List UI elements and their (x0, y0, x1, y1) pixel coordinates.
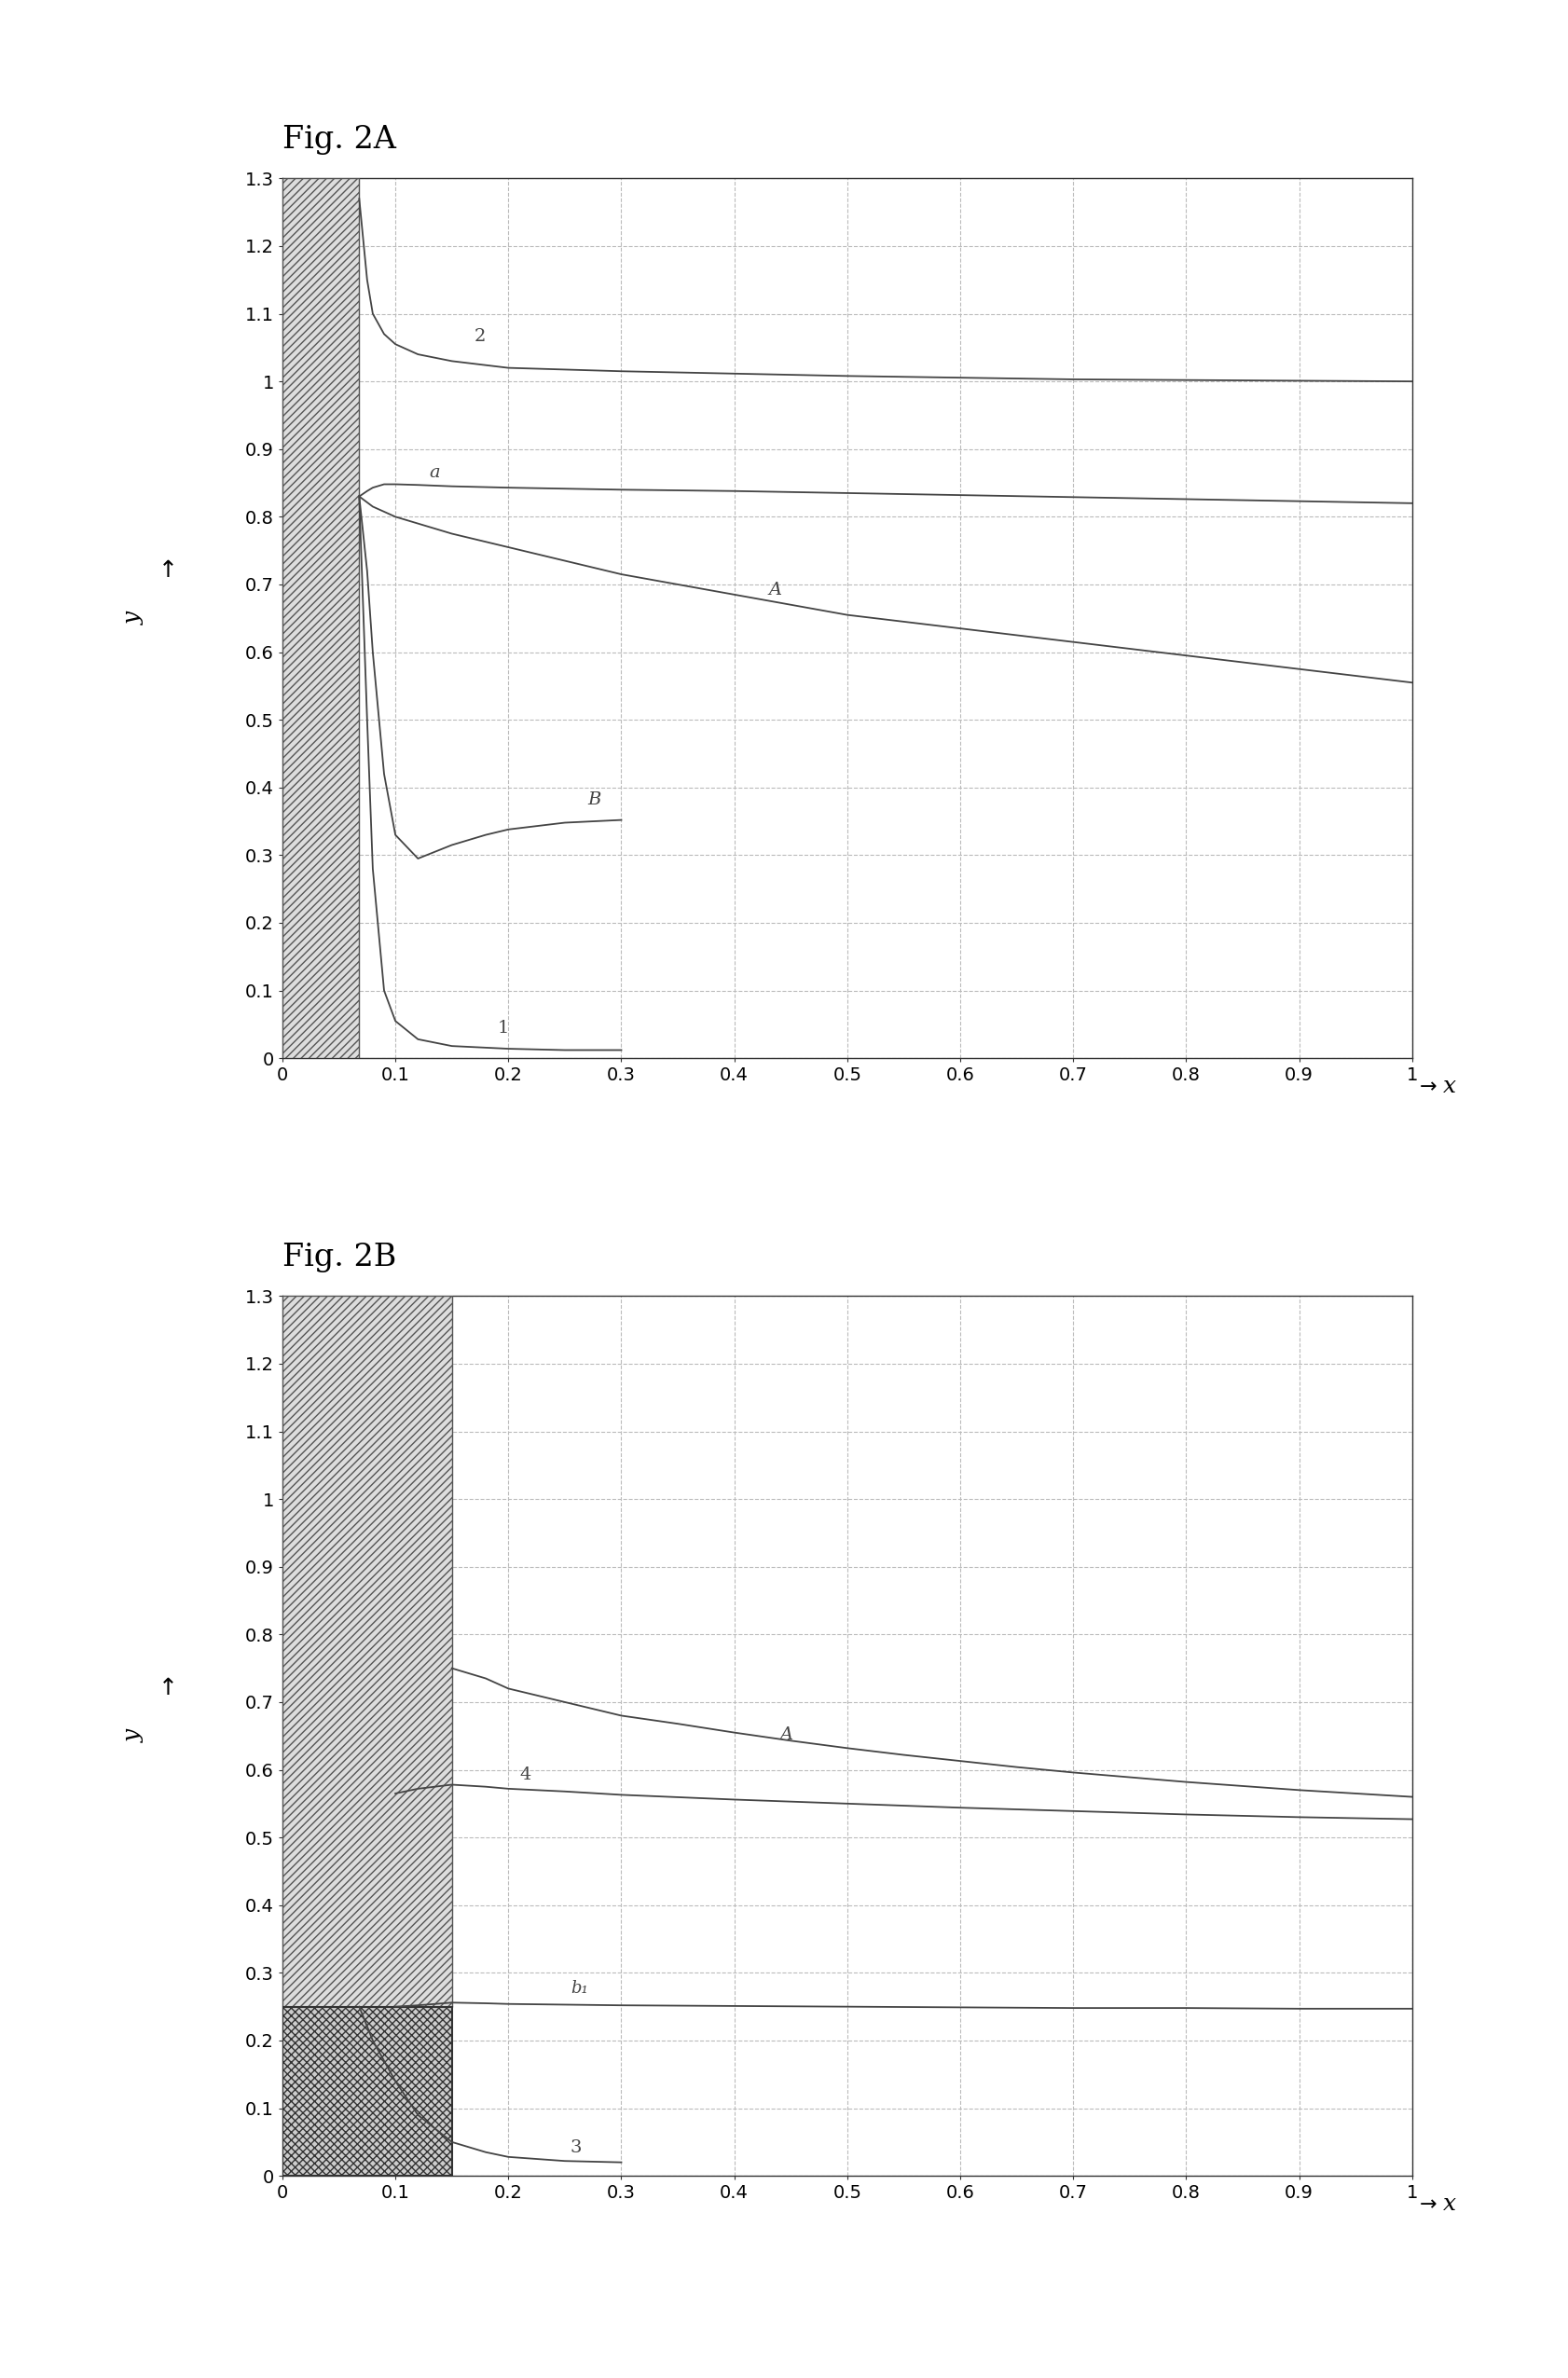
Text: 3: 3 (571, 2140, 582, 2157)
Bar (282, 178, 359, 1058)
Text: 4: 4 (519, 1767, 532, 1784)
Text: ↑: ↑ (158, 1676, 177, 1700)
Text: B: B (586, 792, 601, 809)
Bar (282, 1296, 452, 2007)
Text: x: x (1443, 1075, 1455, 1099)
Text: A: A (779, 1726, 792, 1743)
Text: ↑: ↑ (158, 559, 177, 583)
Text: 2: 2 (474, 328, 486, 345)
Text: 1: 1 (497, 1020, 508, 1037)
Bar (282, 2007, 452, 2176)
Text: A: A (768, 583, 781, 599)
Text: →: → (1419, 2195, 1436, 2214)
Text: →: → (1419, 1077, 1436, 1096)
Text: b₁: b₁ (571, 1981, 588, 1998)
Text: x: x (1443, 2193, 1455, 2216)
Text: Fig. 2B: Fig. 2B (282, 1241, 397, 1272)
Text: y: y (122, 1729, 144, 1743)
Text: a: a (430, 464, 441, 480)
Text: y: y (122, 611, 144, 625)
Text: Fig. 2A: Fig. 2A (282, 124, 395, 155)
